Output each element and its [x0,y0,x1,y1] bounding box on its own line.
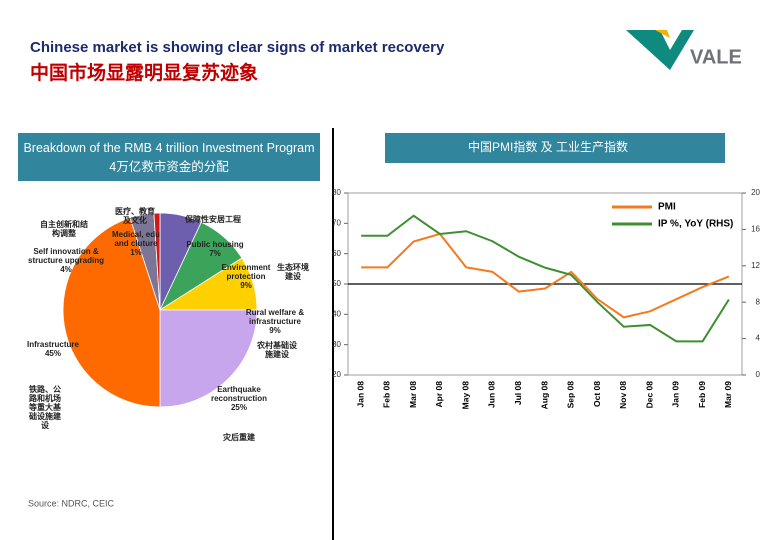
pie-label-en: Medical, edu and cluture [111,230,160,248]
y2-tick-label: 8 [756,297,761,306]
x-tick-label: Dec 08 [644,381,654,409]
pie-label-en: Public housing [186,240,244,249]
pie-label-zh: 灾后重建 [223,433,255,442]
pie-label: Infrastructure 45% [18,340,88,358]
x-tick-label: Oct 08 [592,381,602,407]
pie-label: Medical, edu and cluture 1% [110,230,162,257]
pie-label: Rural welfare & infrastructure 9% [236,308,314,335]
series-line [361,214,730,343]
pie-label: Environment protection 9% [218,263,274,290]
x-tick-label: Mar 09 [723,381,733,408]
chart-title: Breakdown of the RMB 4 trillion Investme… [23,141,315,174]
pie-label-zh: 自主创新和结构调整 [40,220,88,238]
pie-value-label: 1% [130,248,142,257]
y2-tick-label: 0 [756,370,761,379]
y2-tick-label: 20 [751,188,760,197]
panel-header [385,133,725,163]
series-line [361,232,730,319]
x-tick-label: Jun 08 [487,381,497,408]
y-tick-label: 60 [332,249,341,258]
pie-label-en: Rural welfare & infrastructure [245,308,305,326]
logo-mark [655,30,670,38]
pie-value-label: 25% [230,403,247,412]
x-tick-label: Jan 09 [671,381,681,408]
y2-tick-label: 16 [751,225,760,234]
y2-tick-label: 12 [751,261,760,270]
pie-label-zh: 铁路、公路和机场等重大基础设施建设 [29,385,61,430]
pie-value-label: 45% [44,349,61,358]
pie-slice [159,309,258,408]
pie-value-label: 7% [209,249,221,258]
y-tick-label: 70 [332,218,341,227]
pie-label: Earthquake reconstruction 25% [200,385,278,412]
chart-title: 中国PMI指数 及 工业生产指数 [468,139,628,154]
pie-slice [153,212,161,311]
x-tick-label: Jan 08 [355,381,365,408]
pie-label-en: Self innovation & structure upgrading [28,247,105,265]
y-tick-label: 50 [332,279,341,288]
logo-mark [626,30,694,70]
pie-label: Self innovation & structure upgrading 4% [28,247,104,274]
x-tick-label: Jul 08 [513,381,523,405]
panel-header [18,133,320,181]
pie-value-label: 9% [240,281,252,290]
source: Source: NDRC, CEIC [28,498,115,508]
y2-tick-label: 4 [756,334,761,343]
pie-label-zh: 农村基础设施建设 [257,341,297,359]
x-tick-label: Apr 08 [434,381,444,408]
pie-label-en: Earthquake reconstruction [210,385,267,403]
logo-text: VALE [690,46,742,68]
y-tick-label: 80 [332,188,341,197]
pie-slice [62,217,161,408]
pie-label: Public housing 7% [183,240,247,258]
legend-label: IP %, YoY (RHS) [658,219,733,230]
pie-label-zh: 保障性安居工程 [185,215,241,224]
pie-value-label: 4% [60,265,72,274]
x-tick-label: May 08 [460,381,470,410]
y-tick-label: 20 [332,370,341,379]
pie-value-label: 9% [269,326,281,335]
pie-label-en: Environment protection [221,263,271,281]
pie-label-zh: 医疗、教育及文化 [115,207,155,225]
slide-title: Chinese market is showing clear signs of… [30,39,445,56]
x-tick-label: Feb 08 [382,381,392,408]
y-tick-label: 40 [332,309,341,318]
legend-label: PMI [658,202,676,213]
x-tick-label: Nov 08 [618,381,628,409]
x-tick-label: Sep 08 [566,381,576,409]
y-tick-label: 30 [332,340,341,349]
pie-label-en: Infrastructure [26,340,79,349]
x-tick-label: Aug 08 [539,381,549,410]
pie-label-zh: 生态环境建设 [277,263,309,281]
x-tick-label: Feb 09 [697,381,707,408]
x-tick-label: Mar 08 [408,381,418,408]
slide-subtitle: 中国市场显露明显复苏迹象 [30,61,258,84]
